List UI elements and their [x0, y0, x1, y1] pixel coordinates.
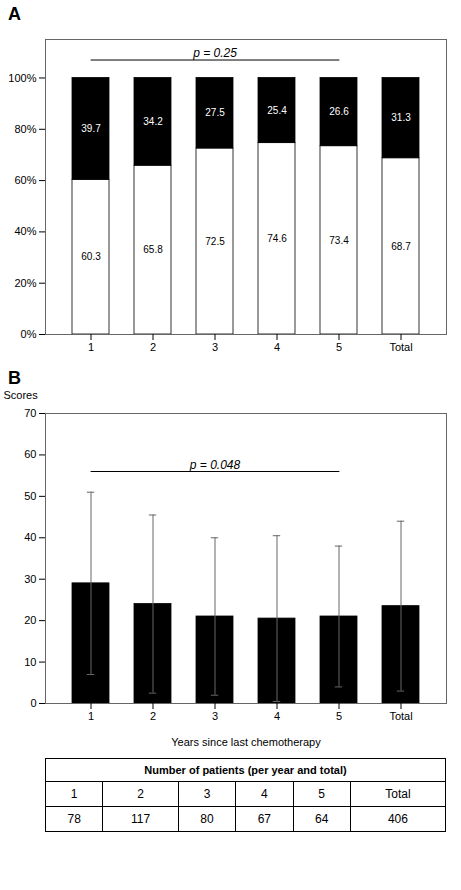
html-text:3: 3	[203, 787, 211, 801]
svg-text:Scores: Scores	[4, 389, 39, 401]
svg-text:p = 0.25: p = 0.25	[192, 46, 237, 60]
svg-text:4: 4	[274, 710, 280, 722]
html-text:Total: Total	[385, 787, 411, 801]
html-text:406: 406	[387, 812, 408, 826]
svg-text:Total: Total	[389, 710, 412, 722]
svg-text:10: 10	[24, 656, 36, 668]
svg-text:60%: 60%	[14, 174, 36, 186]
svg-text:39.7: 39.7	[81, 123, 101, 134]
svg-text:40%: 40%	[14, 225, 36, 237]
svg-text:20%: 20%	[14, 277, 36, 289]
html-text:A: A	[8, 4, 21, 24]
svg-text:26.6: 26.6	[329, 106, 349, 117]
svg-text:2: 2	[150, 710, 156, 722]
svg-text:Years since last chemotherapy: Years since last chemotherapy	[171, 736, 321, 748]
svg-text:25.4: 25.4	[267, 105, 287, 116]
svg-text:60.3: 60.3	[81, 251, 101, 262]
html-text:B: B	[8, 368, 21, 388]
svg-text:0: 0	[30, 697, 36, 709]
svg-text:Total: Total	[389, 341, 412, 353]
svg-text:40: 40	[24, 531, 36, 543]
html-text:1: 1	[70, 787, 78, 801]
html-text:64: 64	[315, 812, 329, 826]
svg-text:30: 30	[24, 573, 36, 585]
html-text:78: 78	[67, 812, 81, 826]
svg-text:31.3: 31.3	[391, 112, 411, 123]
svg-text:2: 2	[150, 341, 156, 353]
svg-text:1: 1	[88, 341, 94, 353]
html-text:4: 4	[261, 787, 268, 801]
svg-text:70: 70	[24, 407, 36, 419]
svg-text:3: 3	[212, 341, 218, 353]
svg-text:68.7: 68.7	[391, 241, 411, 252]
svg-text:65.8: 65.8	[143, 244, 163, 255]
svg-text:34.2: 34.2	[143, 116, 163, 127]
svg-text:60: 60	[24, 448, 36, 460]
html-text:5: 5	[318, 787, 325, 801]
svg-text:73.4: 73.4	[329, 235, 349, 246]
svg-text:3: 3	[212, 710, 218, 722]
html-text:Number of patients (per year a: Number of patients (per year and total)	[144, 764, 347, 776]
svg-text:5: 5	[336, 341, 342, 353]
svg-text:80%: 80%	[14, 123, 36, 135]
svg-text:100%: 100%	[8, 71, 36, 83]
svg-text:5: 5	[336, 710, 342, 722]
html-text:67: 67	[257, 812, 271, 826]
svg-text:1: 1	[88, 710, 94, 722]
svg-text:27.5: 27.5	[205, 107, 225, 118]
html-text:80: 80	[200, 812, 214, 826]
svg-text:p = 0.048: p = 0.048	[189, 458, 241, 472]
svg-text:0%: 0%	[21, 328, 37, 340]
svg-text:20: 20	[24, 614, 36, 626]
html-text:117: 117	[131, 812, 151, 826]
svg-text:72.5: 72.5	[205, 236, 225, 247]
html-text:2: 2	[137, 787, 144, 801]
svg-text:4: 4	[274, 341, 280, 353]
svg-text:50: 50	[24, 490, 36, 502]
svg-text:74.6: 74.6	[267, 233, 287, 244]
